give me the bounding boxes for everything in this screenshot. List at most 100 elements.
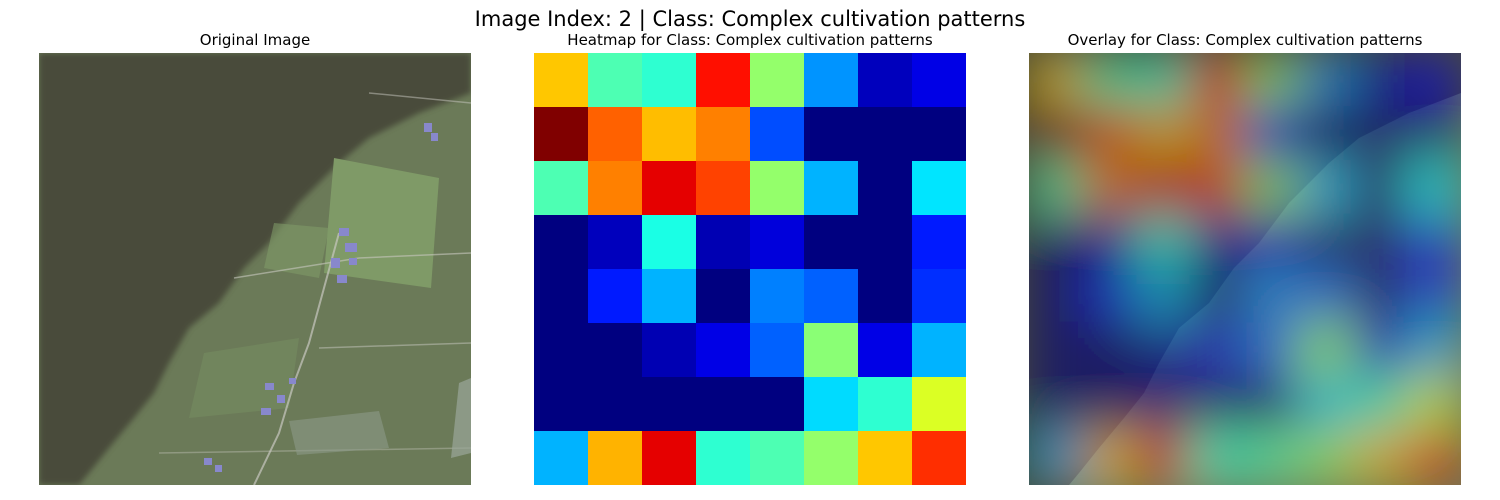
heatmap-cell-r2-c1	[588, 161, 643, 216]
overlay-cell-r6-c4	[1244, 376, 1300, 432]
overlay-cell-r3-c5	[1298, 214, 1354, 270]
heatmap-cell-r3-c7	[912, 215, 966, 270]
overlay-cell-r3-c3	[1190, 214, 1246, 270]
overlay-cell-r2-c5	[1298, 160, 1354, 216]
overlay-cell-r0-c0	[1029, 53, 1084, 108]
heatmap-cell-r1-c7	[912, 107, 966, 162]
heatmap-cell-r4-c7	[912, 269, 966, 324]
overlay-cell-r0-c1	[1082, 53, 1138, 108]
field-parcel	[189, 338, 299, 418]
heatmap-cell-r7-c5	[804, 431, 859, 485]
heatmap-cell-r3-c5	[804, 215, 859, 270]
overlay-cell-r4-c1	[1082, 268, 1138, 324]
overlay-cell-r3-c4	[1244, 214, 1300, 270]
overlay-cell-r0-c6	[1352, 53, 1408, 108]
overlay-cell-r7-c0	[1029, 430, 1084, 485]
overlay-cell-r6-c3	[1190, 376, 1246, 432]
overlay-cell-r5-c0	[1029, 322, 1084, 378]
overlay-cell-r3-c0	[1029, 214, 1084, 270]
heatmap-grid	[534, 53, 966, 485]
overlay-cell-r2-c3	[1190, 160, 1246, 216]
overlay-cell-r7-c4	[1244, 430, 1300, 485]
building-cluster-north	[424, 123, 438, 141]
heatmap-cell-r3-c2	[642, 215, 697, 270]
paved-area	[289, 411, 389, 455]
overlay-cell-r2-c4	[1244, 160, 1300, 216]
heatmap-cell-r4-c6	[858, 269, 913, 324]
overlay-cell-r7-c7	[1406, 430, 1461, 485]
heatmap-panel	[534, 53, 966, 485]
heatmap-cell-r0-c3	[696, 53, 751, 108]
building-cluster-center	[331, 228, 357, 283]
overlay-cell-r4-c0	[1029, 268, 1084, 324]
overlay-cell-r6-c5	[1298, 376, 1354, 432]
overlay-cell-r1-c7	[1406, 106, 1461, 162]
heatmap-cell-r6-c7	[912, 377, 966, 432]
heatmap-cell-r1-c6	[858, 107, 913, 162]
overlay-cell-r2-c7	[1406, 160, 1461, 216]
heatmap-cell-r4-c3	[696, 269, 751, 324]
building-cluster-south	[261, 378, 296, 415]
overlay-cell-r3-c2	[1136, 214, 1192, 270]
heatmap-cell-r2-c6	[858, 161, 913, 216]
heatmap-cell-r6-c2	[642, 377, 697, 432]
heatmap-cell-r6-c0	[534, 377, 589, 432]
heatmap-cell-r0-c0	[534, 53, 589, 108]
heatmap-cell-r3-c1	[588, 215, 643, 270]
overlay-panel	[1029, 53, 1461, 485]
heatmap-cell-r6-c5	[804, 377, 859, 432]
overlay-image	[1029, 53, 1461, 485]
overlay-cell-r5-c1	[1082, 322, 1138, 378]
heatmap-cell-r7-c2	[642, 431, 697, 485]
overlay-cell-r5-c5	[1298, 322, 1354, 378]
overlay-cell-r1-c5	[1298, 106, 1354, 162]
overlay-cell-r1-c2	[1136, 106, 1192, 162]
heatmap-cell-r7-c4	[750, 431, 805, 485]
heatmap-cell-r7-c7	[912, 431, 966, 485]
overlay-cell-r1-c4	[1244, 106, 1300, 162]
overlay-cell-r1-c3	[1190, 106, 1246, 162]
forest-area	[39, 53, 471, 485]
road-east	[233, 252, 471, 279]
pale-field	[264, 223, 329, 278]
overlay-cell-r2-c6	[1352, 160, 1408, 216]
overlay-cell-r5-c6	[1352, 322, 1408, 378]
paved-area-edge	[451, 378, 471, 458]
heatmap-cell-r2-c0	[534, 161, 589, 216]
overlay-cell-r0-c4	[1244, 53, 1300, 108]
heatmap-title: Heatmap for Class: Complex cultivation p…	[567, 31, 933, 49]
heatmap-cell-r0-c5	[804, 53, 859, 108]
heatmap-cell-r6-c3	[696, 377, 751, 432]
heatmap-cell-r4-c2	[642, 269, 697, 324]
heatmap-cell-r3-c3	[696, 215, 751, 270]
heatmap-cell-r5-c2	[642, 323, 697, 378]
heatmap-cell-r5-c3	[696, 323, 751, 378]
overlay-cell-r7-c6	[1352, 430, 1408, 485]
overlay-cell-r4-c4	[1244, 268, 1300, 324]
heatmap-cell-r5-c4	[750, 323, 805, 378]
heatmap-cell-r4-c1	[588, 269, 643, 324]
heatmap-cell-r5-c5	[804, 323, 859, 378]
heatmap-cell-r5-c6	[858, 323, 913, 378]
overlay-cell-r5-c4	[1244, 322, 1300, 378]
overlay-cell-r2-c0	[1029, 160, 1084, 216]
heatmap-cell-r1-c1	[588, 107, 643, 162]
overlay-cell-r7-c2	[1136, 430, 1192, 485]
heatmap-cell-r2-c3	[696, 161, 751, 216]
overlay-cell-r5-c3	[1190, 322, 1246, 378]
figure-suptitle: Image Index: 2 | Class: Complex cultivat…	[474, 7, 1026, 31]
bright-field	[324, 158, 439, 288]
heatmap-cell-r7-c1	[588, 431, 643, 485]
overlay-heat-layer	[1029, 53, 1461, 485]
overlay-title: Overlay for Class: Complex cultivation p…	[1067, 31, 1423, 49]
overlay-cell-r7-c3	[1190, 430, 1246, 485]
heatmap-cell-r1-c0	[534, 107, 589, 162]
overlay-cell-r3-c7	[1406, 214, 1461, 270]
road-north	[368, 92, 471, 104]
heatmap-cell-r3-c4	[750, 215, 805, 270]
heatmap-cell-r2-c4	[750, 161, 805, 216]
overlay-cell-r4-c3	[1190, 268, 1246, 324]
overlay-cell-r2-c1	[1082, 160, 1138, 216]
overlay-cell-r6-c2	[1136, 376, 1192, 432]
overlay-cell-r2-c2	[1136, 160, 1192, 216]
